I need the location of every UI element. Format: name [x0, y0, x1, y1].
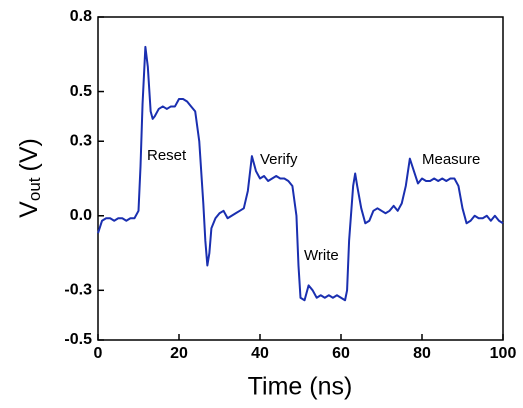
y-tick-label: 0.5: [70, 83, 92, 100]
x-tick-label: 80: [413, 345, 431, 362]
annotation: Measure: [422, 151, 480, 168]
y-tick-label: 0.8: [70, 8, 92, 25]
plot-frame: [97, 16, 504, 341]
x-tick-label: 60: [332, 345, 350, 362]
x-tick-label: 20: [170, 345, 188, 362]
y-tick-label: -0.3: [64, 282, 92, 299]
y-tick-label: 0.3: [70, 132, 92, 149]
annotation: Verify: [260, 151, 298, 168]
y-label-unit: (V): [15, 138, 43, 171]
y-label-subscript: out: [25, 177, 44, 201]
y-tick-label: -0.5: [64, 331, 92, 348]
x-tick-label: 0: [94, 345, 103, 362]
annotation: Reset: [147, 147, 187, 164]
x-tick-label: 100: [490, 345, 517, 362]
y-axis-label: Vout (V): [15, 138, 45, 218]
annotation: Write: [304, 247, 339, 264]
line: [97, 45, 504, 302]
x-axis-label: Time (ns): [248, 373, 353, 401]
x-tick-label: 40: [251, 345, 269, 362]
y-tick-label: 0.0: [70, 207, 92, 224]
y-label-main: V: [15, 201, 43, 218]
